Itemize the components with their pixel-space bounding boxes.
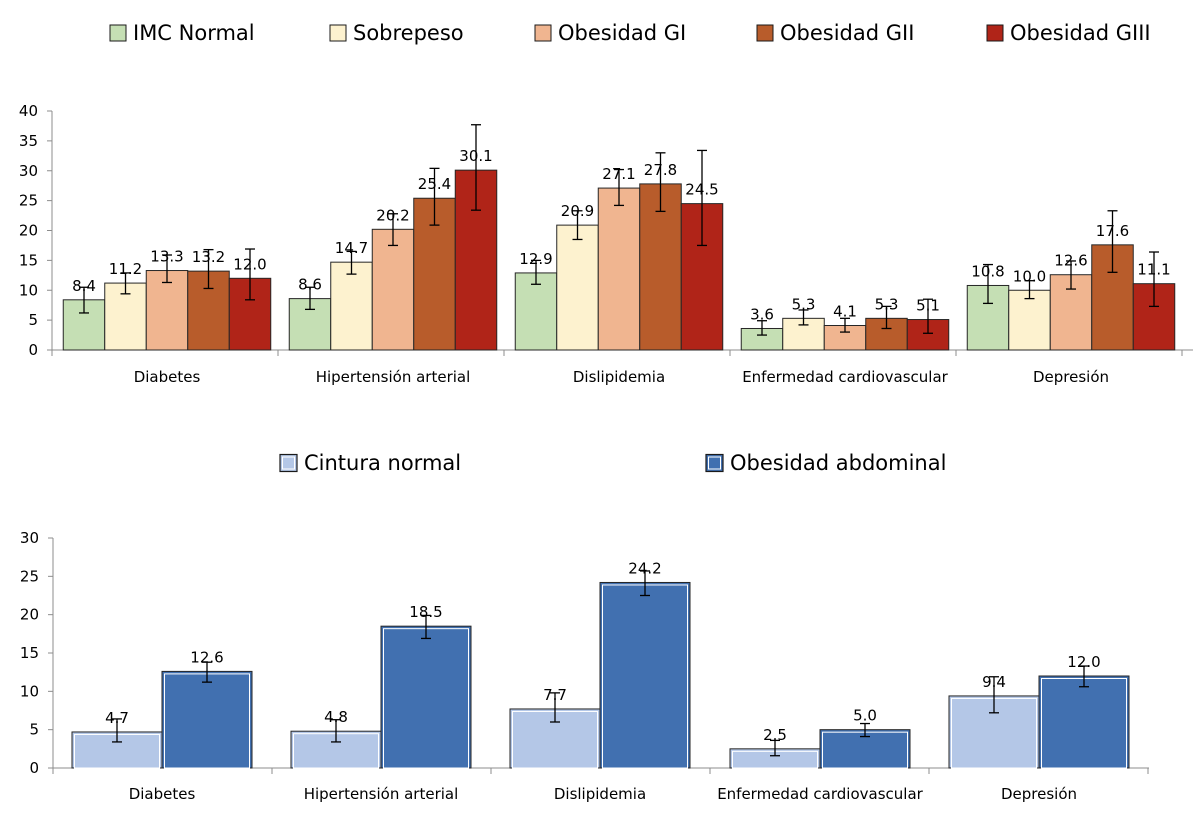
chart2-legend-swatch-inner (282, 456, 295, 470)
chart2-data-label: 4.8 (324, 708, 348, 726)
chart1-bar (371, 228, 415, 351)
chart1-category-label: Dislipidemia (573, 368, 665, 386)
chart2-category-label: Enfermedad cardiovascular (717, 785, 923, 803)
chart2-data-label: 24.2 (628, 559, 661, 577)
chart2-y-tick-label: 30 (20, 529, 39, 547)
chart2-bar (599, 581, 691, 769)
chart1-y-tick-label: 0 (28, 341, 38, 359)
chart1-data-label: 8.6 (298, 276, 322, 294)
chart1-data-label: 13.2 (192, 248, 225, 266)
chart1-data-label: 8.4 (72, 277, 96, 295)
chart1-data-label: 11.1 (1137, 261, 1170, 279)
chart2-category-label: Diabetes (129, 785, 196, 803)
chart1-data-label: 10.0 (1013, 267, 1046, 285)
chart2-legend-label: Obesidad abdominal (730, 451, 946, 475)
chart1-data-label: 20.9 (561, 202, 594, 220)
chart2-y-tick-label: 25 (20, 567, 39, 585)
chart1-category-label: Depresión (1033, 368, 1109, 386)
chart2-bar (380, 625, 472, 769)
chart1-data-label: 12.9 (519, 250, 552, 268)
chart1-data-label: 20.2 (376, 206, 409, 224)
chart2-data-label: 18.5 (409, 603, 442, 621)
chart2-data-label: 12.6 (190, 648, 223, 666)
chart2-legend-swatch-inner (708, 456, 721, 470)
chart1-data-label: 5.3 (792, 295, 816, 313)
chart1-data-label: 17.6 (1096, 222, 1129, 240)
chart2-y-tick-label: 15 (20, 644, 39, 662)
chart1-bar (1008, 289, 1051, 351)
chart2-data-label: 4.7 (105, 709, 129, 727)
chart1-data-label: 3.6 (750, 305, 774, 323)
chart1-data-label: 5.1 (916, 297, 940, 315)
chart1-legend-label: Obesidad GII (780, 21, 914, 45)
chart2-data-label: 9.4 (982, 673, 1006, 691)
chart2-data-label: 5.0 (853, 707, 877, 725)
chart1-legend-label: IMC Normal (133, 21, 255, 45)
chart1-y-tick-label: 40 (19, 102, 38, 120)
chart1-bar (330, 261, 373, 351)
chart1-y-tick-label: 25 (19, 192, 38, 210)
chart1-y-tick-label: 15 (19, 251, 38, 269)
chart2-legend-label: Cintura normal (304, 451, 461, 475)
chart2-y-tick-label: 10 (20, 682, 39, 700)
chart1-data-label: 25.4 (418, 175, 451, 193)
chart1-data-label: 30.1 (459, 147, 492, 165)
chart2-y-tick-label: 5 (29, 721, 39, 739)
chart1-bar (556, 224, 599, 351)
chart1-legend-label: Obesidad GIII (1010, 21, 1151, 45)
chart1-y-tick-label: 35 (19, 132, 38, 150)
chart2-data-label: 7.7 (543, 686, 567, 704)
chart1-data-label: 10.8 (971, 262, 1004, 280)
chart1-data-label: 13.3 (150, 248, 183, 266)
chart1-bar (597, 187, 641, 351)
chart1-legend-swatch (986, 24, 1004, 42)
chart2-legend-swatch (705, 453, 724, 473)
chart1-category-label: Diabetes (134, 368, 201, 386)
chart1-data-label: 27.1 (602, 165, 635, 183)
chart1-bar (514, 272, 558, 351)
chart2-y-tick-label: 20 (20, 606, 39, 624)
chart1-data-label: 5.3 (875, 295, 899, 313)
chart2-bar (1038, 675, 1130, 769)
chart1-y-tick-label: 10 (19, 281, 38, 299)
chart2-category-label: Depresión (1001, 785, 1077, 803)
chart1-legend-label: Obesidad GI (558, 21, 686, 45)
chart1-data-label: 14.7 (335, 239, 368, 257)
chart1-data-label: 11.2 (109, 260, 142, 278)
chart1-legend-label: Sobrepeso (353, 21, 464, 45)
chart1-y-tick-label: 30 (19, 162, 38, 180)
chart1-category-label: Enfermedad cardiovascular (742, 368, 948, 386)
chart1-data-label: 27.8 (644, 161, 677, 179)
chart1-bar (906, 319, 950, 351)
chart1-data-label: 12.0 (233, 255, 266, 273)
chart1-data-label: 4.1 (833, 303, 857, 321)
chart2-data-label: 12.0 (1067, 653, 1100, 671)
chart1-legend-swatch (329, 24, 347, 42)
chart2-data-label: 2.5 (763, 726, 787, 744)
chart1-legend-swatch (534, 24, 552, 42)
chart1-y-tick-label: 20 (19, 222, 38, 240)
chart2-category-label: Dislipidemia (554, 785, 646, 803)
chart1-data-label: 24.5 (685, 181, 718, 199)
chart1-category-label: Hipertensión arterial (316, 368, 471, 386)
chart2-bar (161, 670, 253, 769)
chart2-category-label: Hipertensión arterial (304, 785, 459, 803)
chart1-bar (145, 270, 189, 351)
chart2-legend-swatch (279, 453, 298, 473)
chart1-legend-swatch (109, 24, 127, 42)
chart1-data-label: 12.6 (1054, 252, 1087, 270)
chart2-y-tick-label: 0 (29, 759, 39, 777)
chart1-y-tick-label: 5 (28, 311, 38, 329)
chart1-legend-swatch (756, 24, 774, 42)
